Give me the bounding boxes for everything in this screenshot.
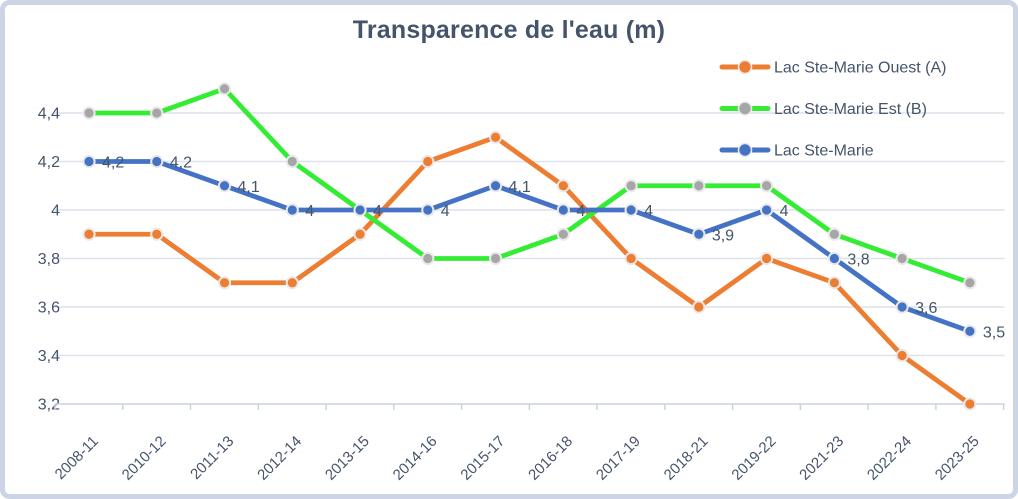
data-point-label: 3,8 [847,252,869,269]
data-point-label: 4 [644,203,653,220]
data-point-marker [624,179,638,193]
data-point-marker [285,276,299,290]
data-point-marker [827,227,841,241]
data-point-label: 4,2 [170,155,192,172]
data-point-marker [827,276,841,290]
y-axis-tick-label: 3,4 [38,348,60,365]
legend-swatch-marker [737,142,753,158]
data-point-marker [150,227,164,241]
data-point-marker [692,300,706,314]
data-point-label: 4 [576,203,585,220]
data-point-marker [82,227,96,241]
data-point-label: 4,1 [509,179,531,196]
data-point-marker [488,130,503,144]
data-point-marker [760,179,774,193]
data-point-marker [963,276,977,290]
x-axis-category-label: 2016-18 [525,433,576,484]
y-axis-tick-label: 3,6 [38,300,60,317]
data-point-marker [353,227,367,241]
x-axis-category-label: 2017-19 [593,433,644,484]
data-point-marker [488,179,503,193]
data-point-label: 4 [373,203,382,220]
data-point-label: 3,6 [915,300,937,317]
y-axis-tick-label: 4 [51,203,60,220]
x-axis-category-label: 2014-16 [390,433,441,484]
data-point-marker [285,203,299,217]
y-axis-tick-label: 4,2 [38,154,60,171]
x-axis-category-label: 2021-23 [796,433,847,484]
data-point-marker [895,251,909,266]
data-point-marker [760,203,774,217]
data-point-marker [895,300,909,314]
y-axis-tick-label: 4,4 [38,106,60,123]
x-axis-category-label: 2022-24 [864,433,915,484]
data-point-label: 4 [305,203,314,220]
data-point-marker [150,154,164,169]
data-point-label: 4,1 [238,179,260,196]
data-point-label: 4 [441,203,450,220]
data-point-marker [285,154,299,169]
y-axis-tick-label: 3,8 [38,251,60,268]
x-axis-category-label: 2023-25 [932,433,983,484]
series-line-0 [86,134,973,407]
x-axis-category-label: 2011-13 [187,433,237,483]
series-line-2 [86,159,973,334]
data-point-marker [421,251,435,266]
data-point-marker [82,154,96,169]
data-point-marker [895,348,909,363]
data-point-marker [421,203,435,217]
data-point-marker [82,106,96,120]
data-point-label: 4 [780,203,789,220]
data-point-marker [692,227,706,241]
x-axis-category-label: 2012-14 [254,433,305,484]
data-point-label: 4,2 [102,155,124,172]
data-point-marker [556,203,570,217]
data-point-marker [963,324,977,338]
data-point-marker [217,179,232,193]
x-axis-category-label: 2013-15 [322,433,373,484]
data-point-marker [556,227,570,241]
data-point-marker [217,276,232,290]
x-axis-category-label: 2015-17 [457,433,508,484]
data-point-marker [353,203,367,217]
data-point-marker [217,82,232,96]
data-point-marker [150,106,164,120]
data-point-marker [488,251,503,266]
series-line-1 [86,86,973,286]
data-point-label: 3,9 [712,227,734,244]
data-point-marker [827,251,841,266]
y-axis-tick-label: 3,2 [38,397,60,414]
data-point-label: 3,5 [983,324,1005,341]
data-point-marker [624,203,638,217]
x-axis-category-label: 2019-22 [728,433,779,484]
data-point-marker [963,397,977,411]
legend-item-label: Lac Ste-Marie Ouest (A) [774,60,947,77]
legend-swatch-marker [737,59,753,75]
data-point-marker [692,179,706,193]
x-axis-category-label: 2010-12 [119,433,170,484]
legend-item-label: Lac Ste-Marie [774,143,874,160]
data-point-marker [556,179,570,193]
legend-item-label: Lac Ste-Marie Est (B) [774,101,927,118]
data-point-marker [760,251,774,266]
x-axis-category-label: 2018-21 [661,433,712,484]
x-axis-category-label: 2008-11 [52,433,102,483]
legend-swatch-marker [737,101,753,116]
data-point-marker [421,154,435,169]
data-point-marker [624,251,638,266]
